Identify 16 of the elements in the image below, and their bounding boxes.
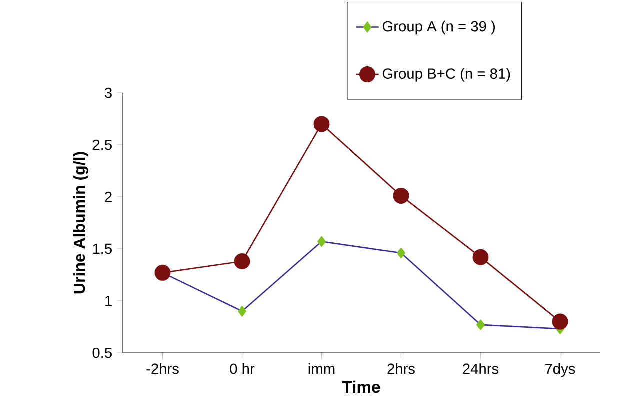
y-tick-label: 2.5 <box>92 140 112 150</box>
legend-label: Group B+C (n = 81) <box>382 68 510 82</box>
x-tick-label: 0 hr <box>230 363 255 374</box>
x-axis-title: Time <box>342 380 380 394</box>
legend-label: Group A (n = 39 ) <box>382 20 496 35</box>
y-tick-label: 1 <box>106 296 112 306</box>
x-tick-label: imm <box>308 363 335 374</box>
y-tick-label: 1.5 <box>93 244 112 254</box>
y-tick-label: 0.5 <box>92 348 112 358</box>
y-axis-title: Urine Albumin (g/l) <box>73 152 88 294</box>
x-tick-label: 24hrs <box>463 363 499 374</box>
x-tick-label: 2hrs <box>388 363 415 374</box>
y-tick-label: 3 <box>105 88 112 98</box>
y-tick-label: 2 <box>105 192 112 202</box>
x-tick-label: 7dys <box>546 363 576 378</box>
x-tick-label: -2hrs <box>146 363 179 374</box>
